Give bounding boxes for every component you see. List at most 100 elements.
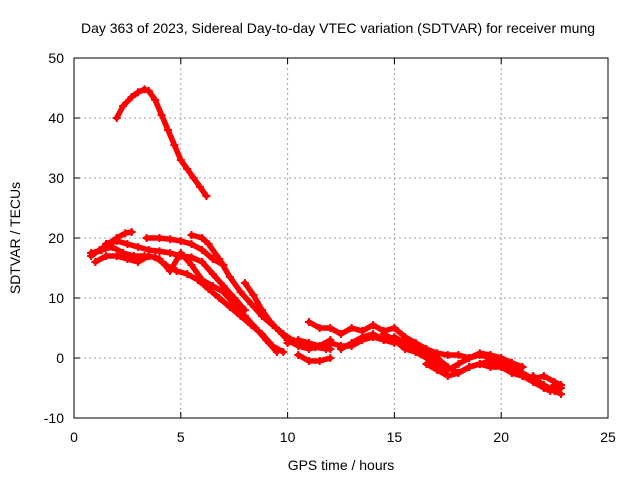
data-point (529, 372, 538, 380)
y-tick-label: -10 (44, 410, 64, 426)
data-point (347, 324, 356, 332)
data-point (189, 174, 198, 182)
data-point (170, 141, 179, 149)
y-tick-label: 0 (56, 350, 64, 366)
data-point (507, 363, 516, 371)
data-layer (87, 85, 566, 398)
data-point (187, 261, 196, 269)
data-point (475, 360, 484, 368)
series-line (242, 280, 334, 352)
data-point (87, 249, 96, 257)
data-point (91, 258, 100, 266)
series-line (295, 352, 334, 364)
data-point (112, 252, 121, 260)
data-point (97, 246, 106, 254)
data-point (401, 336, 410, 344)
x-tick-label: 5 (177, 429, 185, 445)
data-point (304, 318, 313, 326)
data-point (550, 381, 559, 389)
data-point (275, 327, 284, 335)
series-arc-low-6 (422, 357, 566, 389)
data-point (166, 235, 175, 244)
data-point (187, 253, 196, 262)
data-point (465, 354, 474, 362)
data-point (127, 93, 136, 101)
y-tick-label: 40 (48, 110, 64, 126)
data-point (102, 240, 111, 248)
data-point (247, 300, 256, 308)
x-axis-label: GPS time / hours (288, 457, 395, 473)
data-point (390, 336, 399, 344)
data-point (225, 303, 234, 311)
data-point (262, 336, 271, 344)
data-point (283, 339, 292, 347)
data-point (230, 294, 239, 302)
data-point (157, 111, 166, 119)
data-point (315, 324, 324, 332)
data-point (272, 348, 281, 356)
data-point (112, 237, 121, 245)
data-point (249, 291, 258, 299)
data-point (337, 330, 345, 338)
data-point (347, 339, 356, 347)
data-point (144, 87, 153, 95)
data-point (187, 231, 196, 239)
data-point (134, 88, 143, 97)
data-point (155, 255, 164, 263)
data-point (123, 240, 132, 248)
data-point (236, 288, 245, 296)
data-point (497, 360, 506, 368)
data-point (443, 351, 452, 359)
data-point (315, 342, 324, 350)
series-arc-low-7 (529, 372, 566, 395)
y-axis-label: SDTVAR / TECUs (7, 182, 23, 294)
y-tick-label: 20 (48, 230, 64, 246)
data-point (326, 324, 335, 332)
chart-title: Day 363 of 2023, Sidereal Day-to-day VTE… (81, 20, 595, 36)
data-point (294, 336, 303, 344)
data-point (557, 384, 566, 392)
data-point (443, 372, 452, 380)
data-point (176, 156, 185, 164)
data-point (121, 229, 130, 238)
data-point (304, 339, 313, 347)
data-point (215, 294, 224, 302)
data-point (142, 234, 151, 242)
y-tick-label: 30 (48, 170, 64, 186)
data-point (187, 240, 196, 248)
series-arc-low-1 (294, 351, 335, 365)
series-arc-high (112, 85, 211, 200)
data-point (183, 270, 192, 278)
data-point (326, 354, 335, 362)
data-point (390, 324, 399, 332)
data-point (202, 192, 211, 200)
data-point (326, 339, 335, 347)
data-point (176, 252, 185, 260)
data-point (215, 255, 224, 263)
grid-layer (74, 58, 608, 418)
data-point (123, 255, 132, 263)
data-point (225, 273, 234, 281)
data-point (151, 96, 160, 104)
x-tick-label: 15 (387, 429, 403, 445)
data-point (166, 267, 175, 275)
data-point (102, 252, 111, 260)
data-point (539, 372, 548, 380)
data-point (369, 321, 378, 329)
data-point (401, 345, 410, 353)
data-point (294, 351, 303, 359)
data-point (304, 357, 313, 365)
data-point (546, 387, 555, 395)
data-point (379, 330, 388, 338)
data-point (119, 102, 128, 110)
tick-layer: 0 5 10 15 20 25 -10 0 10 20 30 40 50 (44, 50, 616, 445)
data-point (240, 279, 249, 287)
data-point (144, 246, 153, 254)
data-point (465, 363, 474, 371)
data-point (266, 318, 275, 326)
data-point (198, 276, 207, 284)
data-point (155, 234, 164, 242)
data-point (134, 258, 143, 266)
